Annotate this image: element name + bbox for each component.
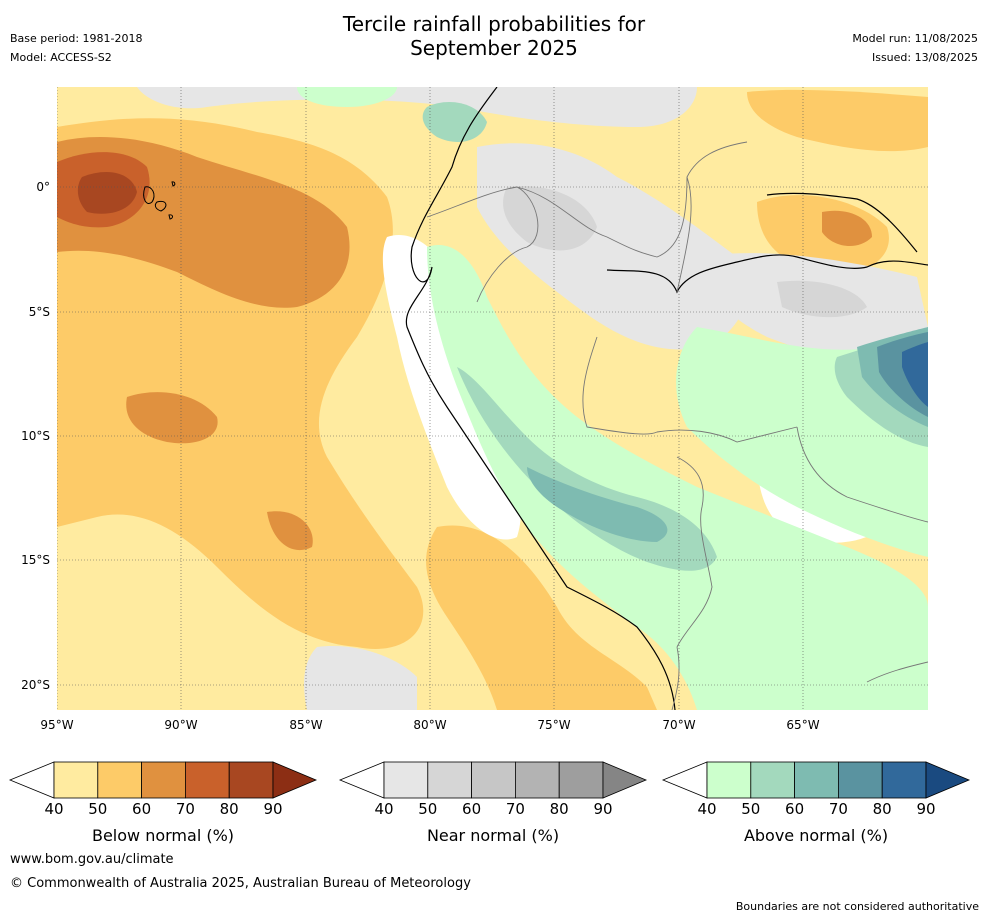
gridlines xyxy=(57,87,928,710)
model-name: Model: ACCESS-S2 xyxy=(10,51,112,64)
colorbar-tick-below-90: 90 xyxy=(263,800,283,818)
colorbar-swatch-near-40 xyxy=(383,761,429,799)
title-line-1: Tercile rainfall probabilities for xyxy=(342,12,646,36)
near-normal-40-region-sw xyxy=(304,646,417,710)
below-normal-50-region-east xyxy=(426,525,657,710)
below-normal-60-region-d xyxy=(267,511,313,551)
colorbar-tick-near-40: 40 xyxy=(374,800,394,818)
colorbar-below-low-extend xyxy=(8,761,55,799)
below-normal-80-region xyxy=(77,172,137,214)
above-normal-60-region xyxy=(527,467,668,542)
below-normal-60-region-c xyxy=(822,210,872,247)
colorbar-swatch-near-50 xyxy=(427,761,473,799)
colorbar-swatch-above-60 xyxy=(794,761,839,799)
colorbar-swatch-above-70 xyxy=(837,761,883,799)
colorbar-swatch-above-40 xyxy=(706,761,752,799)
amazon-river xyxy=(606,254,928,294)
colorbar-tick-below-50: 50 xyxy=(88,800,108,818)
colorbar-tick-near-80: 80 xyxy=(549,800,569,818)
near-normal-50-region xyxy=(503,186,597,251)
lon-label-90w: 90°W xyxy=(164,718,198,732)
colorbar-tick-above-80: 80 xyxy=(872,800,892,818)
colorbar-above-high-extend xyxy=(925,761,971,799)
base-period: Base period: 1981-2018 xyxy=(10,32,143,45)
galapagos-islands xyxy=(143,181,176,220)
lon-label-70w: 70°W xyxy=(662,718,696,732)
probability-map xyxy=(57,87,928,710)
lon-label-80w: 80°W xyxy=(413,718,447,732)
colorbar-tick-below-60: 60 xyxy=(132,800,152,818)
colorbar-tick-below-70: 70 xyxy=(175,800,195,818)
colorbar-swatch-below-70 xyxy=(184,761,230,799)
disclaimer-text: Boundaries are not considered authoritat… xyxy=(735,900,979,913)
issued-date: Issued: 13/08/2025 xyxy=(871,51,978,64)
colorbar-near-high-extend xyxy=(602,761,648,799)
colorbar-swatch-above-80 xyxy=(881,761,927,799)
near-normal-40-region-top xyxy=(137,87,697,127)
lon-label-65w: 65°W xyxy=(786,718,820,732)
below-normal-50-region-ne xyxy=(747,89,928,152)
colorbar-tick-above-70: 70 xyxy=(828,800,848,818)
colorbar-near-low-extend xyxy=(338,761,385,799)
colorbar-below-high-extend xyxy=(272,761,318,799)
colorbar-above-title: Above normal (%) xyxy=(743,826,889,845)
colorbar-swatch-near-70 xyxy=(514,761,560,799)
colorbar-tick-near-90: 90 xyxy=(593,800,613,818)
above-normal-50-region-north xyxy=(422,102,487,142)
lat-label-5s: 5°S xyxy=(28,305,50,319)
meta-left: Base period: 1981-2018 Model: ACCESS-S2 xyxy=(10,32,142,70)
colorbar-tick-below-80: 80 xyxy=(219,800,239,818)
colorbar-above-low-extend xyxy=(661,761,708,799)
lon-label-95w: 95°W xyxy=(40,718,74,732)
colorbar-tick-above-50: 50 xyxy=(741,800,761,818)
website-link[interactable]: www.bom.gov.au/climate xyxy=(10,852,174,867)
lat-label-20s: 20°S xyxy=(21,678,50,692)
colorbar-swatch-below-40 xyxy=(53,761,99,799)
lat-label-15s: 15°S xyxy=(21,553,50,567)
colorbar-above-swatches xyxy=(706,761,927,799)
colorbar-near-normal xyxy=(338,761,648,799)
colorbar-tick-near-60: 60 xyxy=(462,800,482,818)
above-normal-40-region xyxy=(427,245,928,710)
colorbar-tick-near-70: 70 xyxy=(505,800,525,818)
near-normal-50-region-b xyxy=(777,280,867,318)
colorbar-near-swatches xyxy=(383,761,604,799)
above-normal-40-region-nw xyxy=(297,87,397,107)
colorbar-tick-above-40: 40 xyxy=(697,800,717,818)
colorbar-tick-below-40: 40 xyxy=(44,800,64,818)
lon-label-75w: 75°W xyxy=(537,718,571,732)
meta-right: Model run: 11/08/2025 Issued: 13/08/2025 xyxy=(852,32,978,70)
below-normal-60-region-b xyxy=(126,392,218,444)
title-line-2: September 2025 xyxy=(410,36,578,60)
country-borders xyxy=(426,141,928,710)
lat-label-10s: 10°S xyxy=(21,429,50,443)
coastline xyxy=(405,87,676,710)
colorbar-near-title: Near normal (%) xyxy=(426,826,560,845)
copyright-text: © Commonwealth of Australia 2025, Austra… xyxy=(10,876,471,891)
colorbar-swatch-below-80 xyxy=(228,761,274,799)
colorbar-swatch-below-60 xyxy=(141,761,186,799)
colorbar-below-title: Below normal (%) xyxy=(91,826,235,845)
colorbar-swatch-near-60 xyxy=(471,761,516,799)
lon-label-85w: 85°W xyxy=(289,718,323,732)
below-normal-50-region-amazon xyxy=(757,195,889,273)
colorbar-below-normal xyxy=(8,761,318,799)
colorbar-above-normal xyxy=(661,761,971,799)
colorbar-swatch-near-80 xyxy=(558,761,604,799)
above-normal-80-region xyxy=(902,342,928,407)
colorbar-below-swatches xyxy=(53,761,274,799)
amazon-river-north xyxy=(766,192,918,253)
colorbar-tick-near-50: 50 xyxy=(418,800,438,818)
map-title: Tercile rainfall probabilities for Septe… xyxy=(0,12,988,60)
colorbar-tick-above-60: 60 xyxy=(785,800,805,818)
colorbar-swatch-above-50 xyxy=(750,761,796,799)
colorbar-tick-above-90: 90 xyxy=(916,800,936,818)
model-run: Model run: 11/08/2025 xyxy=(852,32,978,45)
colorbar-swatch-below-50 xyxy=(97,761,143,799)
no-dominant-region xyxy=(382,235,521,540)
lat-label-0: 0° xyxy=(36,180,50,194)
